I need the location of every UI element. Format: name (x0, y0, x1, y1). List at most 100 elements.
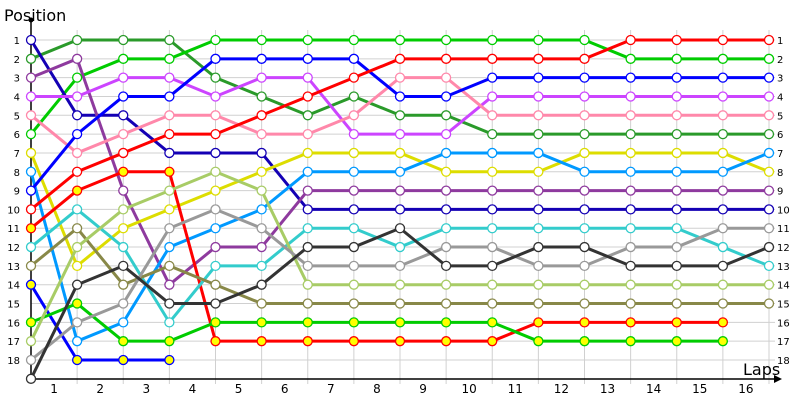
data-point (763, 53, 775, 64)
data-point (487, 241, 498, 253)
data-point (394, 260, 406, 272)
data-point (579, 336, 590, 347)
data-point (763, 166, 775, 177)
right-tick-label: 2 (777, 55, 783, 66)
y-tick-label: 3 (14, 74, 20, 85)
data-point (440, 147, 452, 159)
data-point (717, 166, 729, 177)
data-point (394, 223, 406, 234)
data-point (25, 373, 37, 384)
data-point (763, 298, 775, 309)
data-point (256, 166, 267, 177)
data-point (71, 34, 83, 46)
data-point (533, 260, 544, 272)
data-point (625, 279, 636, 290)
data-point (25, 354, 37, 366)
data-point (671, 223, 682, 234)
data-point (671, 72, 682, 83)
x-tick-label: 7 (327, 382, 335, 396)
data-point (579, 72, 590, 83)
data-point (671, 241, 682, 253)
x-tick-label: 11 (508, 382, 523, 396)
y-tick-label: 16 (7, 318, 20, 329)
data-point (579, 53, 590, 64)
data-point (71, 110, 83, 121)
data-point (671, 147, 682, 159)
data-point (118, 260, 129, 272)
data-point (440, 185, 452, 196)
y-tick-label: 5 (14, 111, 20, 122)
x-tick-label: 5 (235, 382, 243, 396)
data-point (25, 34, 37, 46)
data-point (579, 128, 590, 140)
data-point (302, 166, 313, 177)
data-point (671, 298, 682, 309)
data-point (717, 223, 729, 234)
data-point (71, 298, 83, 309)
data-point (118, 147, 129, 159)
data-point (348, 34, 360, 46)
data-point (625, 53, 636, 64)
data-point (25, 72, 37, 83)
data-point (625, 110, 636, 121)
data-point (763, 279, 775, 290)
data-point (394, 110, 406, 121)
data-point (394, 204, 406, 215)
data-point (256, 53, 267, 64)
data-point (210, 147, 221, 159)
data-point (164, 128, 175, 140)
data-point (533, 317, 544, 328)
data-point (118, 110, 129, 121)
data-point (302, 241, 313, 253)
data-point (164, 336, 175, 347)
data-point (256, 317, 267, 328)
data-point (256, 91, 267, 102)
data-point (671, 110, 682, 121)
right-tick-label: 9 (777, 187, 783, 198)
data-point (440, 72, 452, 83)
data-point (210, 53, 221, 64)
data-point (164, 204, 175, 215)
right-tick-label: 6 (777, 130, 783, 141)
data-point (625, 260, 636, 272)
data-point (25, 185, 37, 196)
y-tick-label: 4 (14, 92, 20, 103)
right-tick-label: 17 (777, 337, 790, 348)
x-tick-label: 1 (50, 382, 58, 396)
data-point (71, 91, 83, 102)
data-point (25, 317, 37, 328)
data-point (440, 91, 452, 102)
data-point (579, 110, 590, 121)
data-point (394, 298, 406, 309)
data-point (348, 279, 360, 290)
data-point (348, 128, 360, 140)
data-point (717, 279, 729, 290)
data-point (579, 166, 590, 177)
data-point (763, 72, 775, 83)
data-point (533, 336, 544, 347)
data-point (210, 317, 221, 328)
data-point (579, 279, 590, 290)
data-point (256, 110, 267, 121)
data-point (210, 241, 221, 253)
data-point (717, 185, 729, 196)
data-point (256, 128, 267, 140)
data-point (533, 110, 544, 121)
data-point (487, 166, 498, 177)
data-point (256, 223, 267, 234)
series-line (29, 283, 170, 362)
y-tick-label: 15 (7, 300, 20, 311)
data-point (210, 128, 221, 140)
data-point (533, 241, 544, 253)
data-point (763, 110, 775, 121)
data-point (579, 241, 590, 253)
data-point (440, 166, 452, 177)
x-tick-label: 15 (692, 382, 707, 396)
data-point (487, 72, 498, 83)
data-point (487, 110, 498, 121)
data-point (164, 279, 175, 290)
data-point (118, 279, 129, 290)
data-point (579, 91, 590, 102)
data-point (118, 34, 129, 46)
x-axis-title: Laps (743, 360, 780, 379)
